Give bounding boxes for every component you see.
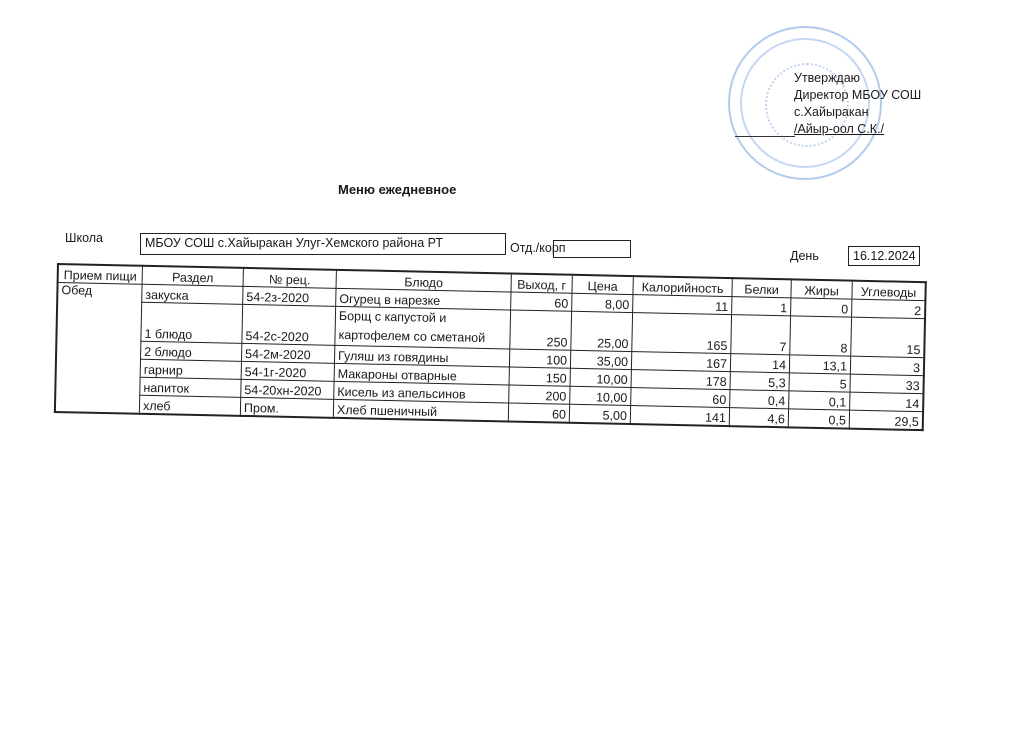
cell-price: 10,00 <box>569 386 632 406</box>
approval-village: с.Хайыракан <box>794 105 869 119</box>
cell-carbs: 15 <box>850 317 926 358</box>
day-field: 16.12.2024 <box>848 246 920 266</box>
school-field: МБОУ СОШ с.Хайыракан Улуг-Хемского район… <box>140 233 506 255</box>
cell-kcal: 60 <box>630 387 730 408</box>
cell-section: 2 блюдо <box>140 341 242 362</box>
dept-field <box>553 240 631 258</box>
cell-recipe: Пром. <box>240 397 334 418</box>
cell-kcal: 141 <box>630 405 730 427</box>
header-price: Цена <box>571 274 634 295</box>
approval-signatory: /Айыр-оол С.К./ <box>794 122 885 136</box>
cell-recipe: 54-2з-2020 <box>242 286 337 307</box>
approval-line: Утверждаю <box>794 71 861 85</box>
cell-protein: 4,6 <box>729 407 789 428</box>
cell-protein: 14 <box>730 353 790 373</box>
cell-yield: 60 <box>508 402 570 423</box>
approval-position: Директор МБОУ СОШ <box>794 88 922 102</box>
page-title: Меню ежедневное <box>338 182 457 197</box>
cell-fat: 0,5 <box>788 408 850 429</box>
cell-section: 1 блюдо <box>140 302 243 344</box>
cell-recipe: 54-2с-2020 <box>241 304 336 346</box>
cell-fat: 0 <box>790 297 852 318</box>
cell-fat: 8 <box>789 315 852 357</box>
dept-label: Отд./корп <box>510 241 566 255</box>
header-kcal: Калорийность <box>632 276 733 297</box>
header-recipe: № рец. <box>243 267 337 289</box>
cell-dish: Борщ с капустой и картофелем со сметаной <box>334 306 511 350</box>
cell-price: 35,00 <box>570 350 632 370</box>
dish-line: картофелем со сметаной <box>338 327 486 345</box>
cell-protein: 7 <box>730 314 791 355</box>
cell-section: гарнир <box>140 359 242 380</box>
cell-kcal: 165 <box>631 312 732 354</box>
cell-protein: 1 <box>731 296 791 316</box>
cell-dish: Хлеб пшеничный <box>333 399 509 422</box>
header-yield: Выход, г <box>510 273 573 294</box>
cell-carbs: 2 <box>851 299 926 319</box>
cell-carbs: 14 <box>849 392 924 412</box>
cell-price: 5,00 <box>569 404 631 425</box>
cell-price: 25,00 <box>570 311 633 352</box>
cell-carbs: 33 <box>849 374 924 394</box>
official-stamp <box>728 26 882 180</box>
cell-price: 10,00 <box>570 368 632 388</box>
school-label: Школа <box>65 231 103 245</box>
cell-protein: 0,4 <box>729 389 789 409</box>
cell-yield: 150 <box>509 366 571 387</box>
cell-section: закуска <box>141 284 244 305</box>
cell-carbs: 29,5 <box>849 410 924 431</box>
cell-kcal: 178 <box>631 369 731 390</box>
cell-price: 8,00 <box>571 293 633 313</box>
day-label: День <box>790 249 819 263</box>
cell-section: хлеб <box>139 395 241 416</box>
menu-table: Прием пищи Раздел № рец. Блюдо Выход, г … <box>53 263 927 432</box>
signature-line <box>735 136 795 137</box>
cell-recipe: 54-20хн-2020 <box>240 379 335 400</box>
cell-yield: 100 <box>509 349 571 369</box>
cell-carbs: 3 <box>850 356 925 376</box>
header-section: Раздел <box>142 265 244 287</box>
cell-protein: 5,3 <box>729 371 790 391</box>
cell-section: напиток <box>139 377 242 398</box>
cell-yield: 60 <box>510 292 572 312</box>
meal-cell: Обед <box>54 282 143 414</box>
cell-yield: 250 <box>509 310 572 351</box>
cell-fat: 13,1 <box>789 354 851 375</box>
approval-block: Утверждаю Директор МБОУ СОШ с.Хайыракан … <box>794 70 921 138</box>
cell-recipe: 54-2м-2020 <box>241 343 335 364</box>
cell-kcal: 167 <box>631 351 731 372</box>
header-fat: Жиры <box>790 279 853 300</box>
cell-kcal: 11 <box>632 294 732 315</box>
cell-fat: 0,1 <box>788 390 850 411</box>
cell-fat: 5 <box>788 372 851 393</box>
header-carbs: Углеводы <box>851 280 926 301</box>
cell-yield: 200 <box>508 384 571 405</box>
cell-recipe: 54-1г-2020 <box>241 361 335 382</box>
header-meal: Прием пищи <box>57 264 143 285</box>
header-protein: Белки <box>731 278 792 298</box>
